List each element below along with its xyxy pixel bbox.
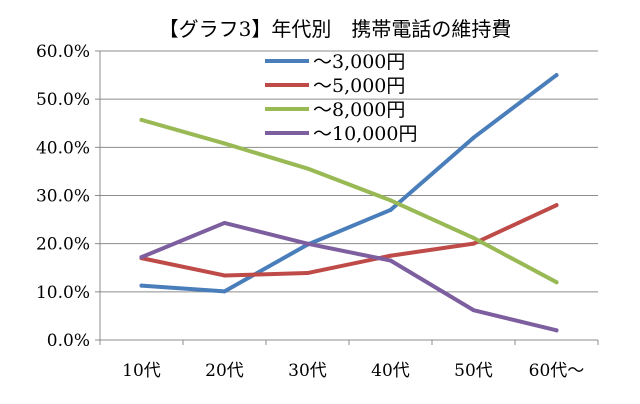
data-point — [222, 220, 227, 225]
y-axis-tick-labels: 0.0% 10.0% 20.0% 30.0% 40.0% 50.0% 60.0% — [36, 42, 90, 351]
y-tick-label: 50.0% — [36, 90, 90, 110]
data-point — [139, 283, 144, 288]
data-point — [222, 289, 227, 294]
legend-label: 〜3,000円 — [313, 51, 405, 73]
data-point — [388, 198, 393, 203]
y-tick-label: 60.0% — [36, 42, 90, 62]
data-point — [554, 328, 559, 333]
x-tick-label: 60代〜 — [529, 361, 585, 381]
series-lines — [139, 73, 559, 333]
legend: 〜3,000円〜5,000円〜8,000円〜10,000円 — [265, 51, 417, 145]
x-tick-label: 50代 — [454, 361, 493, 381]
x-tick-label: 20代 — [205, 361, 244, 381]
data-point — [222, 273, 227, 278]
chart-title: 【グラフ3】年代別 携帯電話の維持費 — [159, 17, 512, 41]
series-line-4 — [139, 220, 559, 333]
data-point — [139, 117, 144, 122]
gridlines — [100, 50, 598, 293]
x-axis-tick-labels: 10代 20代 30代 40代 50代 60代〜 — [122, 361, 584, 381]
data-point — [471, 235, 476, 240]
y-tick-label: 30.0% — [36, 187, 90, 207]
y-tick-label: 40.0% — [36, 138, 90, 158]
data-point — [305, 166, 310, 171]
data-point — [139, 255, 144, 260]
x-tick-label: 40代 — [371, 361, 410, 381]
data-point — [554, 280, 559, 285]
data-point — [471, 135, 476, 140]
legend-label: 〜8,000円 — [313, 99, 405, 121]
y-tick-label: 0.0% — [47, 331, 90, 351]
series-line-1 — [139, 73, 559, 294]
legend-label: 〜10,000円 — [313, 123, 417, 145]
data-point — [554, 203, 559, 208]
y-tick-label: 20.0% — [36, 235, 90, 255]
x-tick-label: 30代 — [288, 361, 327, 381]
data-point — [222, 141, 227, 146]
axes — [95, 50, 599, 345]
data-point — [388, 253, 393, 258]
data-point — [471, 308, 476, 313]
legend-label: 〜5,000円 — [313, 75, 405, 97]
y-tick-label: 10.0% — [36, 283, 90, 303]
data-point — [388, 207, 393, 212]
data-point — [388, 258, 393, 263]
data-point — [554, 73, 559, 78]
x-tick-label: 10代 — [122, 361, 161, 381]
series-line-3 — [139, 117, 559, 285]
data-point — [305, 271, 310, 276]
series-line-2 — [139, 203, 559, 278]
data-point — [471, 241, 476, 246]
data-point — [305, 241, 310, 246]
